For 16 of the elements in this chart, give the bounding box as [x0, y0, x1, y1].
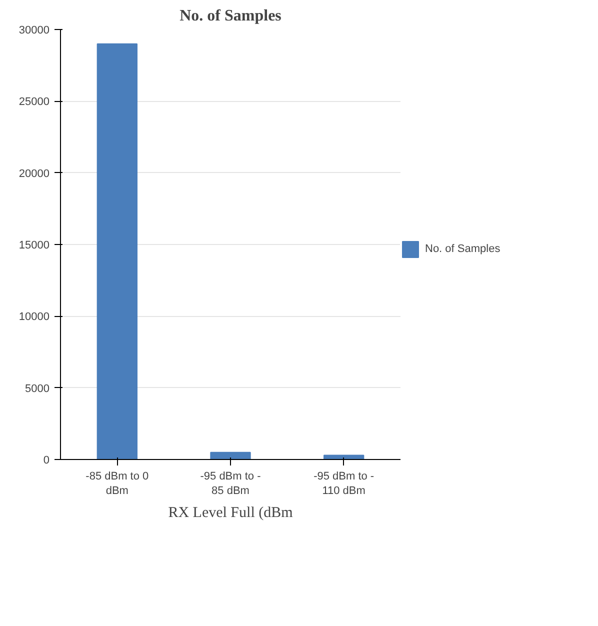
legend-label: No. of Samples [425, 243, 500, 255]
y-tick-label: 0 [43, 454, 50, 466]
y-tick-label: 30000 [18, 24, 50, 36]
y-tick-label: 5000 [25, 382, 50, 395]
y-tick-label: 25000 [18, 96, 50, 108]
bar [96, 43, 138, 460]
y-tick-label: 10000 [18, 311, 50, 324]
x-axis-title: RX Level Full (dBm [168, 504, 294, 521]
chart-title: No. of Samples [180, 8, 282, 24]
y-tick-label: 15000 [18, 240, 50, 252]
x-tick-label: -95 dBm to - 85 dBm [200, 470, 262, 497]
bar [210, 452, 251, 460]
x-tick-label: -85 dBm to 0 dBm [86, 470, 149, 497]
x-tick-label: -95 dBm to - 110 dBm [314, 470, 374, 497]
bar [324, 454, 364, 460]
y-tick-label: 20000 [18, 168, 50, 180]
